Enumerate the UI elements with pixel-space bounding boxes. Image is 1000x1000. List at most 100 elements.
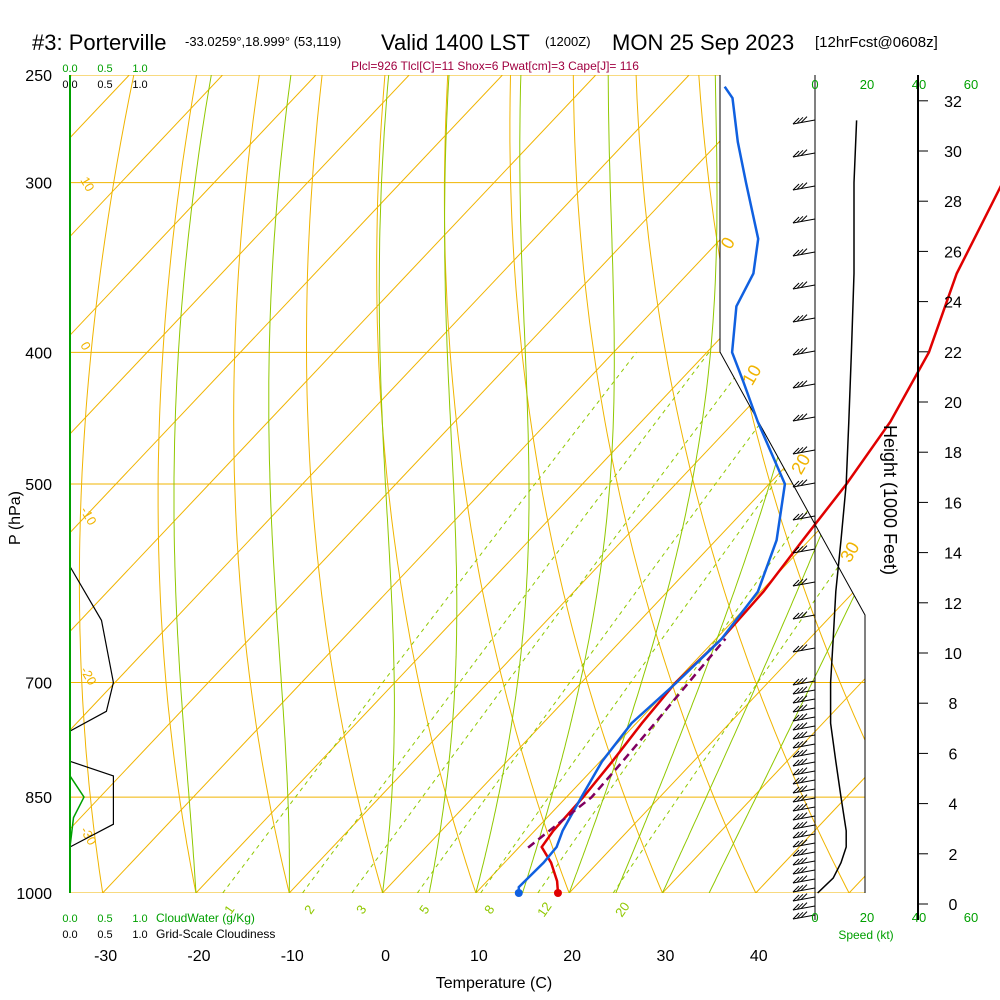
wind-barb-flag <box>796 749 804 757</box>
station-name: #3: Porterville <box>32 30 167 55</box>
height-tick-label: 30 <box>944 144 962 161</box>
wind-barb-flag <box>800 413 808 420</box>
wind-barb-flag <box>800 812 808 819</box>
temperature-tick-label: -20 <box>187 948 210 965</box>
moist-adiabat-line <box>173 75 212 893</box>
wind-barb-flag <box>792 768 800 776</box>
cloudwater-label: CloudWater (g/Kg) <box>156 911 255 925</box>
height-axis-title: Height (1000 Feet) <box>880 425 900 575</box>
wind-barb-flag <box>792 867 800 875</box>
isotherm-line <box>70 75 410 893</box>
wind-barb <box>792 317 816 323</box>
wind-barb-flag <box>796 857 804 865</box>
wind-barb-flag <box>792 546 800 554</box>
mixing-ratio-line <box>302 351 710 893</box>
wind-barb-flag <box>800 893 808 900</box>
wind-barb-flag <box>796 704 804 712</box>
wind-barb <box>792 869 816 875</box>
valid-utc: (1200Z) <box>545 34 591 49</box>
wind-barb <box>792 761 816 767</box>
cloudiness-scale-top: 0.5 <box>97 79 112 91</box>
side-panels: 00202040406060Speed (kt)0246810121416182… <box>69 75 978 942</box>
isotherm-label: 10 <box>738 361 765 388</box>
mixing-ratio-line <box>612 352 865 893</box>
mixing-ratio-line <box>537 352 865 893</box>
theta-label: -30 <box>77 824 99 848</box>
wind-barb-flag <box>796 512 804 520</box>
wind-barb-flag <box>800 479 808 486</box>
moist-adiabat-line <box>475 75 530 893</box>
wind-barb-flag <box>796 875 804 883</box>
cloudwater-scale-bottom: 0.0 <box>62 913 77 925</box>
wind-barb-flag <box>792 705 800 713</box>
wind-barb-flag <box>800 857 808 864</box>
moist-adiabat-line <box>662 75 865 893</box>
wind-barb <box>792 707 816 713</box>
speed-tick-top: 60 <box>964 77 978 92</box>
height-tick-label: 16 <box>944 495 962 512</box>
pressure-tick-label: 850 <box>25 790 52 807</box>
temperature-tick-label: 10 <box>470 948 488 965</box>
wind-barb-flag <box>792 840 800 848</box>
wind-barb-flag <box>792 786 800 794</box>
dry-adiabat-line <box>572 75 771 893</box>
cloudwater-scale-bottom: 1.0 <box>132 913 147 925</box>
dry-adiabat-line <box>634 75 865 893</box>
wind-barb-flag <box>796 740 804 748</box>
wind-barb <box>792 851 816 857</box>
theta-label: 10 <box>77 174 97 194</box>
isotherm-label: 20 <box>787 450 814 477</box>
mixing-ratio-label: 3 <box>353 902 369 917</box>
wind-barb <box>792 152 816 158</box>
wind-barb <box>792 842 816 848</box>
speed-axis-label: Speed (kt) <box>838 928 893 942</box>
wind-barb-flag <box>796 644 804 652</box>
wind-barb-flag <box>796 767 804 775</box>
wind-barb-flag <box>796 446 804 454</box>
isotherm-line <box>70 75 503 893</box>
dry-adiabat-line <box>443 75 581 893</box>
wind-barb-flag <box>800 314 808 321</box>
pressure-tick-label: 1000 <box>16 886 52 903</box>
wind-barb-flag <box>800 677 808 684</box>
chart-title: #3: Porterville -33.0259°,18.999° (53,11… <box>0 30 1000 60</box>
height-tick-label: 20 <box>944 395 962 412</box>
isotherm-line <box>662 75 865 893</box>
wind-barb-flag <box>800 911 808 918</box>
cloudiness-scale-bottom: 1.0 <box>132 929 147 941</box>
wind-barb-flag <box>792 315 800 323</box>
mixing-ratio-line <box>222 351 637 893</box>
isotherm-line <box>70 75 690 893</box>
wind-barb-flag <box>800 686 808 693</box>
wind-barb-flag <box>800 767 808 774</box>
wind-barb <box>792 689 816 695</box>
wind-barb-flag <box>796 695 804 703</box>
wind-barb-flag <box>796 911 804 919</box>
wind-barb-flag <box>796 758 804 766</box>
wind-barb-flag <box>792 732 800 740</box>
wind-barb <box>792 680 816 686</box>
wind-barb <box>792 815 816 821</box>
wind-barb-flag <box>796 611 804 619</box>
wind-barb-flag <box>792 480 800 488</box>
wind-barb-flag <box>800 215 808 222</box>
wind-barb-flag <box>792 876 800 884</box>
wind-barb-flag <box>800 749 808 756</box>
cloudwater-scale-top: 0.5 <box>97 63 112 75</box>
wind-barb-flag <box>800 182 808 189</box>
wind-barb-flag <box>796 545 804 553</box>
wind-barb <box>792 887 816 893</box>
wind-barb-flag <box>792 687 800 695</box>
height-tick-label: 8 <box>949 696 958 713</box>
thermo-grid <box>70 75 865 893</box>
height-tick-label: 32 <box>944 94 962 111</box>
wind-barb-flag <box>796 686 804 694</box>
wind-barb-flag <box>800 578 808 585</box>
wind-barb <box>792 914 816 920</box>
wind-barb-flag <box>792 447 800 455</box>
cloudiness-scale-top: 1.0 <box>132 79 147 91</box>
wind-barb <box>792 779 816 785</box>
wind-barb-flag <box>800 149 808 156</box>
wind-barb-flag <box>796 803 804 811</box>
